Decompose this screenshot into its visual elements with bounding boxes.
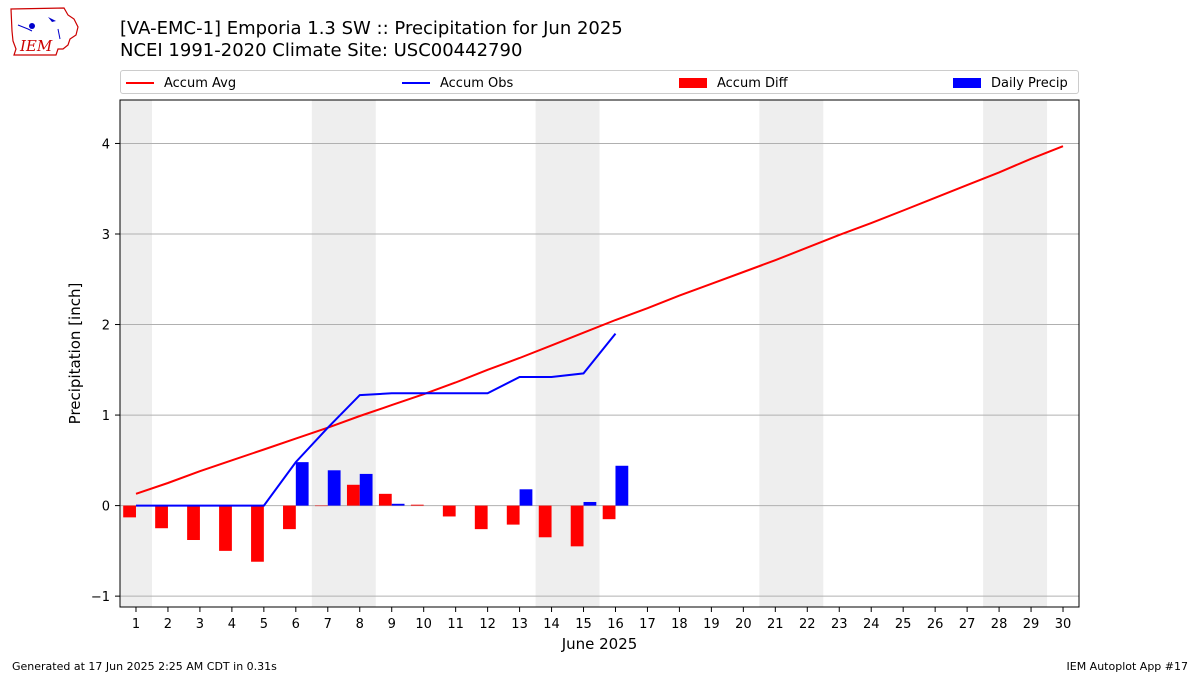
x-tick-label: 24 xyxy=(863,617,880,632)
x-tick-label: 25 xyxy=(895,617,912,632)
chart-title: [VA-EMC-1] Emporia 1.3 SW :: Precipitati… xyxy=(120,18,623,39)
accum-diff-bar xyxy=(123,505,136,518)
x-tick-label: 23 xyxy=(831,617,848,632)
x-tick-label: 19 xyxy=(703,617,720,632)
daily-precip-bar xyxy=(519,489,533,506)
accum-diff-bar xyxy=(602,505,616,520)
accum-diff-bar xyxy=(346,484,360,506)
chart-subtitle: NCEI 1991-2020 Climate Site: USC00442790 xyxy=(120,40,523,61)
accum-diff-bar xyxy=(219,505,232,551)
daily-precip-bar xyxy=(327,470,341,506)
x-tick-label: 27 xyxy=(959,617,976,632)
legend-label-accum-diff: Accum Diff xyxy=(717,75,788,91)
weekend-band-3 xyxy=(759,100,824,607)
iem-logo-text: IEM xyxy=(19,37,53,55)
x-tick-label: 21 xyxy=(767,617,784,632)
x-tick-label: 22 xyxy=(799,617,816,632)
accum-diff-bar xyxy=(410,504,424,506)
x-tick-label: 14 xyxy=(543,617,560,632)
daily-precip-bar xyxy=(295,462,309,506)
x-axis-label: June 2025 xyxy=(561,635,638,653)
x-tick-label: 6 xyxy=(292,617,300,632)
legend-item-accum-diff: Accum Diff xyxy=(679,74,788,92)
accum-diff-bar xyxy=(283,505,296,530)
x-tick-label: 11 xyxy=(447,617,464,632)
daily-precip-bar xyxy=(391,503,405,506)
x-tick-label: 30 xyxy=(1055,617,1072,632)
x-tick-label: 5 xyxy=(260,617,268,632)
plot-frame xyxy=(119,99,1080,608)
accum-diff-bar xyxy=(155,505,168,529)
x-tick-label: 26 xyxy=(927,617,944,632)
x-tick-label: 4 xyxy=(228,617,236,632)
y-tick-label: 2 xyxy=(102,319,110,334)
daily-precip-bar xyxy=(615,465,629,506)
weekend-band-0 xyxy=(120,100,152,607)
y-tick-label: 4 xyxy=(102,137,110,152)
x-tick-label: 17 xyxy=(639,617,656,632)
accum-diff-bar xyxy=(538,505,552,538)
x-tick-label: 16 xyxy=(607,617,624,632)
y-tick-label: 1 xyxy=(102,409,110,424)
accum-diff-bar xyxy=(442,505,456,517)
y-tick-label: −1 xyxy=(91,590,110,605)
x-tick-label: 2 xyxy=(164,617,172,632)
accum-diff-bar xyxy=(187,505,200,541)
x-tick-label: 15 xyxy=(575,617,592,632)
weekend-band-1 xyxy=(311,100,376,607)
y-tick-label: 3 xyxy=(102,228,110,243)
weekend-band-2 xyxy=(535,100,600,607)
accum-avg-line xyxy=(135,145,1064,495)
legend: Accum Avg Accum Obs Accum Diff Daily Pre… xyxy=(120,70,1079,94)
x-tick-label: 20 xyxy=(735,617,752,632)
legend-swatch-accum-obs xyxy=(402,82,430,84)
iem-logo: IEM xyxy=(10,7,79,56)
legend-label-accum-obs: Accum Obs xyxy=(440,75,514,91)
x-tick-label: 8 xyxy=(356,617,364,632)
daily-precip-bar xyxy=(583,501,597,506)
daily-precip-bar xyxy=(359,473,373,506)
accum-diff-bar xyxy=(378,493,392,506)
legend-label-accum-avg: Accum Avg xyxy=(164,75,237,91)
x-tick-label: 29 xyxy=(1023,617,1040,632)
legend-swatch-accum-avg xyxy=(126,82,154,84)
y-axis-label: Precipitation [inch] xyxy=(66,283,84,425)
app-credit: IEM Autoplot App #17 xyxy=(1066,660,1189,673)
x-tick-label: 9 xyxy=(388,617,396,632)
legend-swatch-daily-precip xyxy=(953,78,981,88)
y-tick-label: 0 xyxy=(102,500,110,515)
legend-item-accum-avg: Accum Avg xyxy=(126,74,236,92)
x-tick-label: 28 xyxy=(991,617,1008,632)
weekend-band-4 xyxy=(983,100,1048,607)
legend-item-accum-obs: Accum Obs xyxy=(402,74,513,92)
accum-diff-bar xyxy=(474,505,488,530)
x-tick-label: 1 xyxy=(132,617,140,632)
x-tick-label: 18 xyxy=(671,617,688,632)
accum-diff-bar xyxy=(570,505,584,547)
accum-diff-bar xyxy=(314,505,328,507)
legend-label-daily-precip: Daily Precip xyxy=(991,75,1068,91)
legend-swatch-accum-diff xyxy=(679,78,707,88)
x-tick-label: 3 xyxy=(196,617,204,632)
accum-diff-bar xyxy=(506,505,520,525)
x-tick-label: 13 xyxy=(511,617,528,632)
accum-obs-line xyxy=(136,332,617,507)
legend-item-daily-precip: Daily Precip xyxy=(953,74,1068,92)
accum-diff-bar xyxy=(251,505,264,562)
x-tick-label: 12 xyxy=(479,617,496,632)
x-tick-label: 7 xyxy=(324,617,332,632)
x-tick-label: 10 xyxy=(415,617,432,632)
generated-timestamp: Generated at 17 Jun 2025 2:25 AM CDT in … xyxy=(12,660,277,673)
